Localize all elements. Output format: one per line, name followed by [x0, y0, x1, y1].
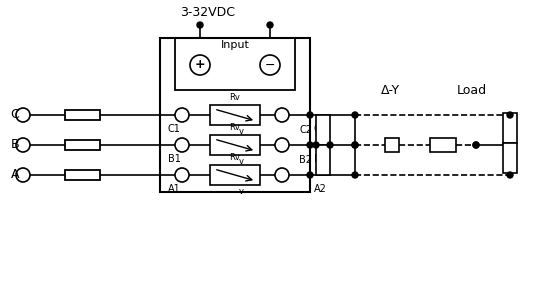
Bar	[210, 105, 260, 125]
Circle shape	[473, 142, 479, 148]
Text: Rv: Rv	[229, 153, 240, 162]
Text: v: v	[239, 127, 244, 136]
Text: B: B	[10, 139, 19, 152]
Text: Rv: Rv	[229, 123, 240, 132]
Bar	[65, 170, 100, 180]
Circle shape	[307, 172, 313, 178]
Text: Input: Input	[221, 40, 250, 50]
Circle shape	[307, 112, 313, 118]
Bar	[175, 38, 295, 90]
Text: v: v	[239, 157, 244, 166]
Circle shape	[267, 22, 273, 28]
Text: B2: B2	[314, 154, 327, 164]
Bar	[65, 110, 100, 120]
Bar	[503, 143, 517, 173]
Text: 3-32VDC: 3-32VDC	[180, 5, 235, 19]
Bar	[160, 38, 310, 192]
Text: C1: C1	[168, 124, 181, 134]
Text: B2: B2	[299, 155, 312, 165]
Text: A1: A1	[168, 184, 181, 194]
Text: C2: C2	[299, 125, 312, 135]
Bar	[316, 145, 330, 175]
Text: B1: B1	[168, 154, 181, 164]
Bar	[316, 115, 330, 145]
Bar	[210, 135, 260, 155]
Circle shape	[352, 172, 358, 178]
Text: Load: Load	[457, 83, 487, 97]
Text: C2: C2	[314, 124, 327, 134]
Bar	[65, 140, 100, 150]
Bar	[210, 165, 260, 185]
Circle shape	[507, 172, 513, 178]
Text: A2: A2	[314, 184, 327, 194]
Circle shape	[507, 112, 513, 118]
Circle shape	[307, 142, 313, 148]
Circle shape	[197, 22, 203, 28]
Text: Rv: Rv	[229, 93, 240, 102]
Circle shape	[352, 142, 358, 148]
Text: v: v	[239, 187, 244, 196]
Bar	[503, 113, 517, 143]
Text: A: A	[11, 169, 19, 182]
Circle shape	[313, 142, 319, 148]
Circle shape	[352, 142, 358, 148]
Text: −: −	[265, 58, 275, 71]
Text: Δ-Y: Δ-Y	[381, 83, 399, 97]
Text: C: C	[10, 109, 19, 122]
Circle shape	[327, 142, 333, 148]
Circle shape	[352, 112, 358, 118]
Text: +: +	[195, 58, 205, 71]
Bar	[385, 138, 399, 152]
Circle shape	[473, 142, 479, 148]
Bar	[430, 138, 456, 152]
